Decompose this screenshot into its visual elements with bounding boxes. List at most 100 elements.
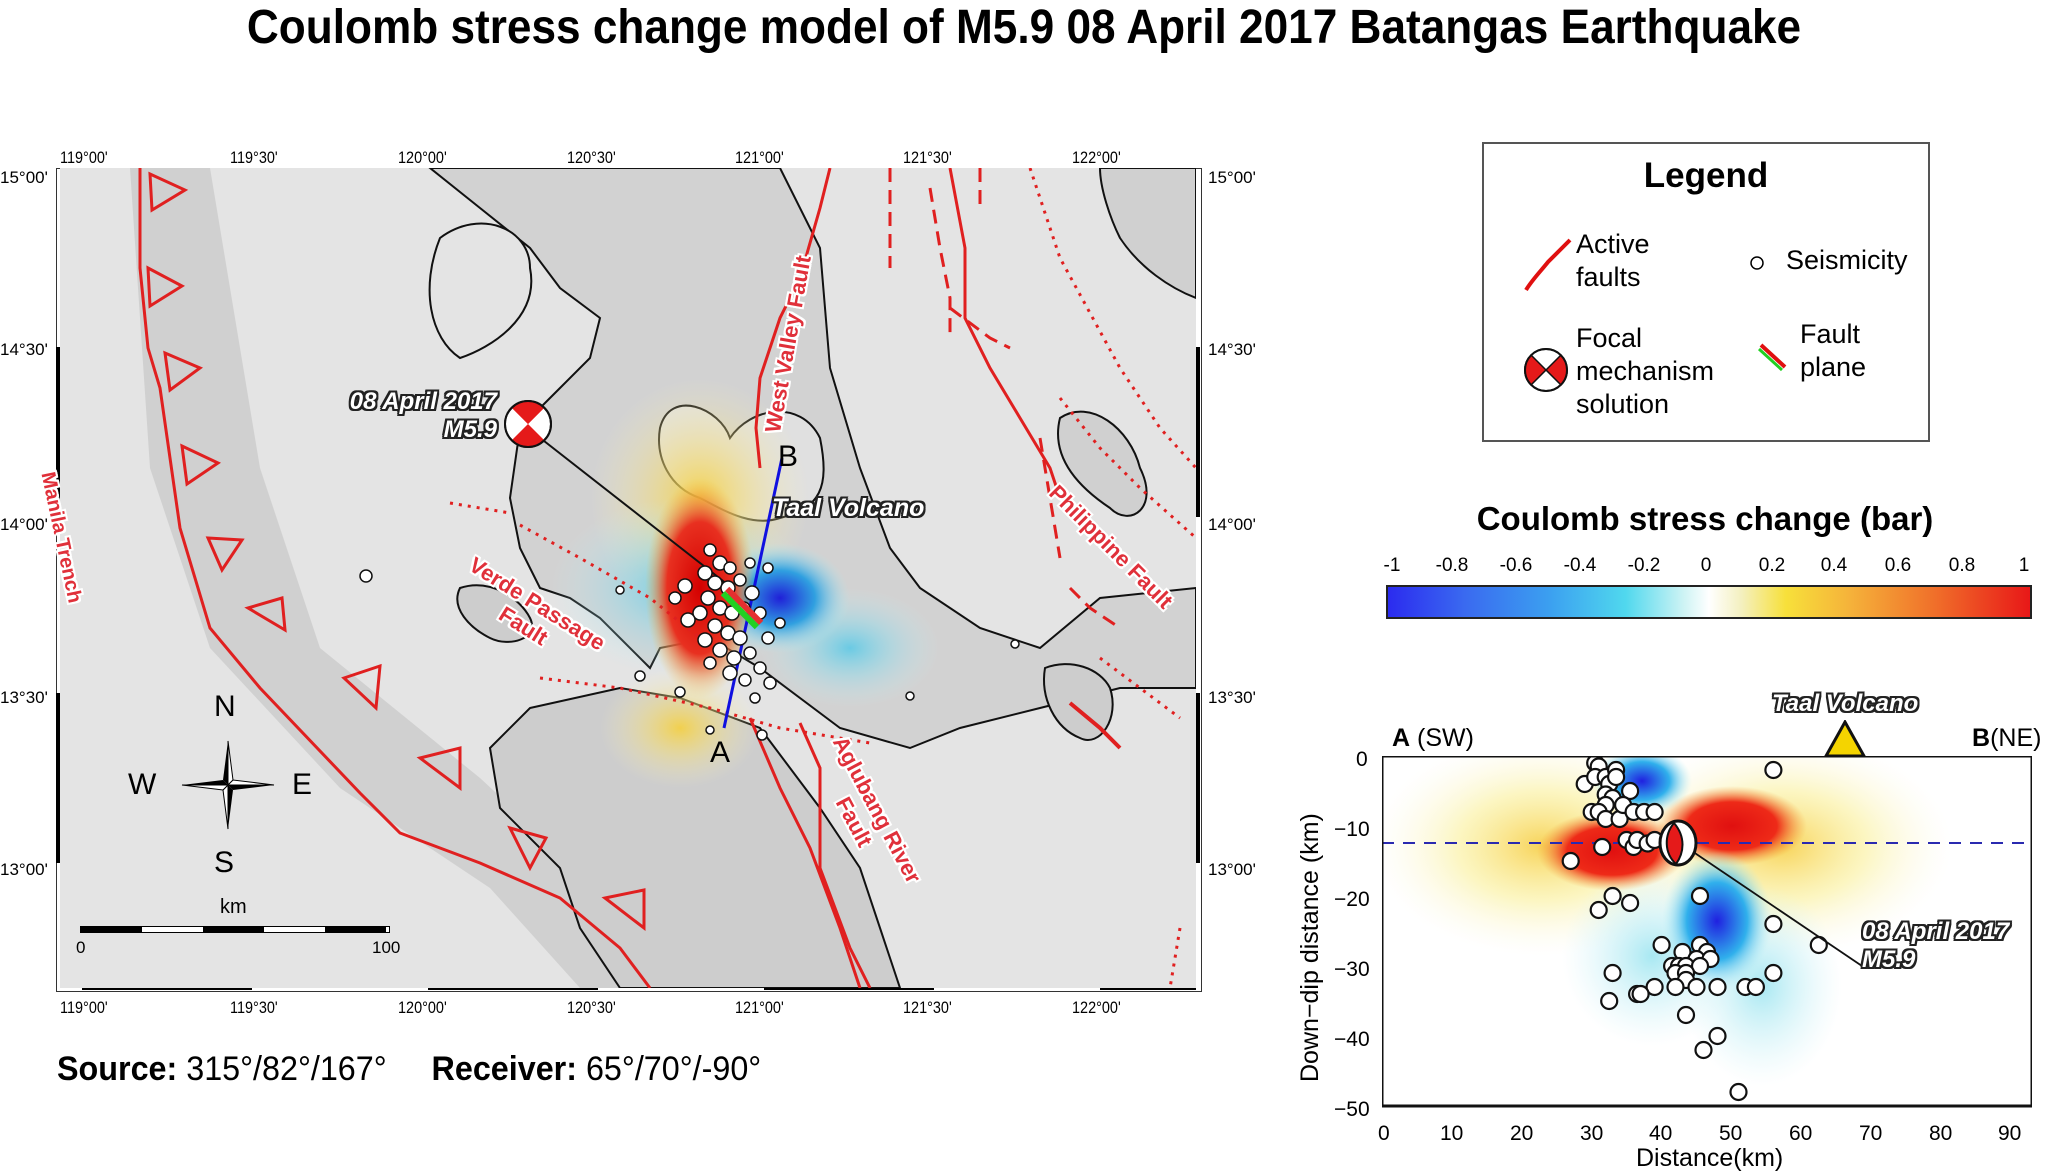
- section-xtick: 40: [1649, 1122, 1673, 1145]
- lon-tick-top: 122°00': [1072, 148, 1121, 167]
- event-magnitude: M5.9: [443, 416, 497, 443]
- section-seismicity: [1561, 756, 1828, 1102]
- map-canvas: [60, 168, 1196, 988]
- legend-active-faults: Active faults: [1576, 228, 1650, 294]
- receiver-label: Receiver:: [431, 1050, 577, 1088]
- section-xtick: 80: [1929, 1122, 1953, 1145]
- section-xlabel: Distance(km): [1636, 1144, 1784, 1172]
- lat-tick-left: 14°00': [0, 515, 48, 534]
- seismicity-point: [1746, 977, 1765, 997]
- point-b: B: [1972, 724, 1991, 752]
- seismicity-point: [1729, 1082, 1748, 1102]
- lat-tick-left: 13°00': [0, 860, 48, 879]
- lon-tick-top: 121°00': [735, 148, 784, 167]
- direction-ne: (NE): [1990, 724, 2042, 752]
- lon-tick-bottom: 120°00': [398, 998, 447, 1017]
- section-xtick: 90: [1998, 1122, 2022, 1145]
- fault-plane-icon: [1758, 343, 1787, 372]
- section-event-label: 08 April 2017 M5.9: [1862, 918, 2009, 974]
- seismicity-point: [1561, 851, 1580, 871]
- focal-mechanism-icon: [504, 400, 552, 448]
- legend-box: Legend Active faults Seismicity Focal me…: [1482, 142, 1930, 442]
- seismicity-point: [1809, 935, 1828, 955]
- section-ytick: −50: [1334, 1098, 1370, 1121]
- lon-tick-top: 121°30': [903, 148, 952, 167]
- colorbar-tick: 0: [1700, 555, 1712, 576]
- source-value: 315°/82°/167°: [186, 1050, 387, 1088]
- lon-tick-bottom: 120°30': [567, 998, 616, 1017]
- lon-tick-bottom: 119°00': [60, 998, 108, 1017]
- seismicity-point: [1607, 767, 1626, 787]
- section-volcano-label: Taal Volcano: [1772, 690, 1919, 717]
- direction-sw: (SW): [1410, 724, 1474, 752]
- event-magnitude: M5.9: [1862, 946, 1916, 973]
- colorbar-tick: 1: [2018, 555, 2030, 576]
- legend-seismicity: Seismicity: [1786, 245, 1908, 275]
- seismicity-point: [1708, 1026, 1727, 1046]
- lat-tick-right: 13°00': [1208, 860, 1256, 879]
- focal-mechanism-legend-icon: [1524, 348, 1568, 392]
- lon-tick-top: 120°30': [567, 148, 616, 167]
- seismicity-point: [1764, 760, 1783, 780]
- lat-tick-left: 15°00': [0, 168, 48, 187]
- section-beachball-icon: [1658, 819, 1698, 867]
- scale-unit: km: [220, 896, 247, 918]
- lon-tick-bottom: 121°00': [735, 998, 784, 1017]
- seismicity-point: [1645, 802, 1664, 822]
- compass-e: E: [292, 768, 313, 801]
- seismicity-point: [1593, 837, 1612, 857]
- seismicity-point: [1764, 914, 1783, 934]
- colorbar-tick: 0.6: [1884, 555, 1912, 576]
- point-a: A: [1392, 724, 1411, 752]
- section-ytick: −20: [1334, 888, 1370, 911]
- legend-text: Focal: [1576, 323, 1643, 353]
- source-label: Source:: [57, 1050, 178, 1088]
- colorbar-tick: -1: [1383, 555, 1401, 576]
- profile-point-b: B: [778, 440, 799, 473]
- section-left-end: A (SW): [1392, 724, 1474, 753]
- seismicity-point: [1690, 886, 1710, 906]
- seismicity-point: [1631, 984, 1650, 1004]
- legend-text: plane: [1800, 352, 1867, 382]
- seismicity-point: [1676, 1005, 1696, 1025]
- section-ytick: −10: [1334, 818, 1370, 841]
- taal-volcano-label: Taal Volcano: [772, 494, 925, 522]
- seismicity-point: [1687, 977, 1706, 997]
- lat-tick-right: 15°00': [1208, 168, 1256, 187]
- lon-tick-top: 119°30': [230, 148, 278, 167]
- section-plot: [1382, 756, 2032, 1116]
- colorbar-tick: 0.4: [1820, 555, 1848, 576]
- scale-min: 0: [76, 938, 86, 957]
- legend-text: Fault: [1800, 319, 1861, 349]
- seismicity-point: [1652, 935, 1671, 955]
- lon-tick-bottom: 119°30': [230, 998, 278, 1017]
- volcano-triangle-icon: [1824, 720, 1866, 758]
- seismicity-point: [1600, 991, 1619, 1011]
- lat-tick-right: 13°30': [1208, 688, 1256, 707]
- section-xtick: 60: [1789, 1122, 1813, 1145]
- seismicity-point: [1589, 900, 1608, 920]
- seismicity-point: [1645, 977, 1664, 997]
- profile-point-a: A: [710, 736, 731, 769]
- lat-tick-right: 14°00': [1208, 515, 1256, 534]
- section-right-end: B(NE): [1972, 724, 2041, 753]
- legend-text: Active: [1576, 229, 1650, 259]
- section-xtick: 50: [1719, 1122, 1743, 1145]
- source-receiver-params: Source: 315°/82°/167° Receiver: 65°/70°/…: [57, 1050, 761, 1089]
- colorbar-gradient: [1386, 585, 2032, 619]
- lat-tick-left: 14°30': [0, 340, 48, 359]
- scale-bar: [80, 926, 390, 933]
- event-date: 08 April 2017: [1862, 918, 2010, 945]
- section-xtick: 30: [1580, 1122, 1604, 1145]
- seismicity-circle-icon: [1750, 256, 1764, 270]
- seismicity-point: [1603, 886, 1622, 906]
- colorbar-tick: -0.2: [1627, 555, 1661, 576]
- active-fault-line-icon: [1524, 238, 1572, 292]
- colorbar-tick: 0.8: [1948, 555, 1976, 576]
- section-ylabel: Down−dip distance (km): [1296, 813, 1324, 1082]
- figure-title: Coulomb stress change model of M5.9 08 A…: [246, 1, 1802, 54]
- section-xtick: 70: [1859, 1122, 1883, 1145]
- fault-plane-marker: [720, 586, 764, 630]
- section-xtick: 0: [1378, 1122, 1390, 1145]
- seismicity-point: [1621, 893, 1640, 913]
